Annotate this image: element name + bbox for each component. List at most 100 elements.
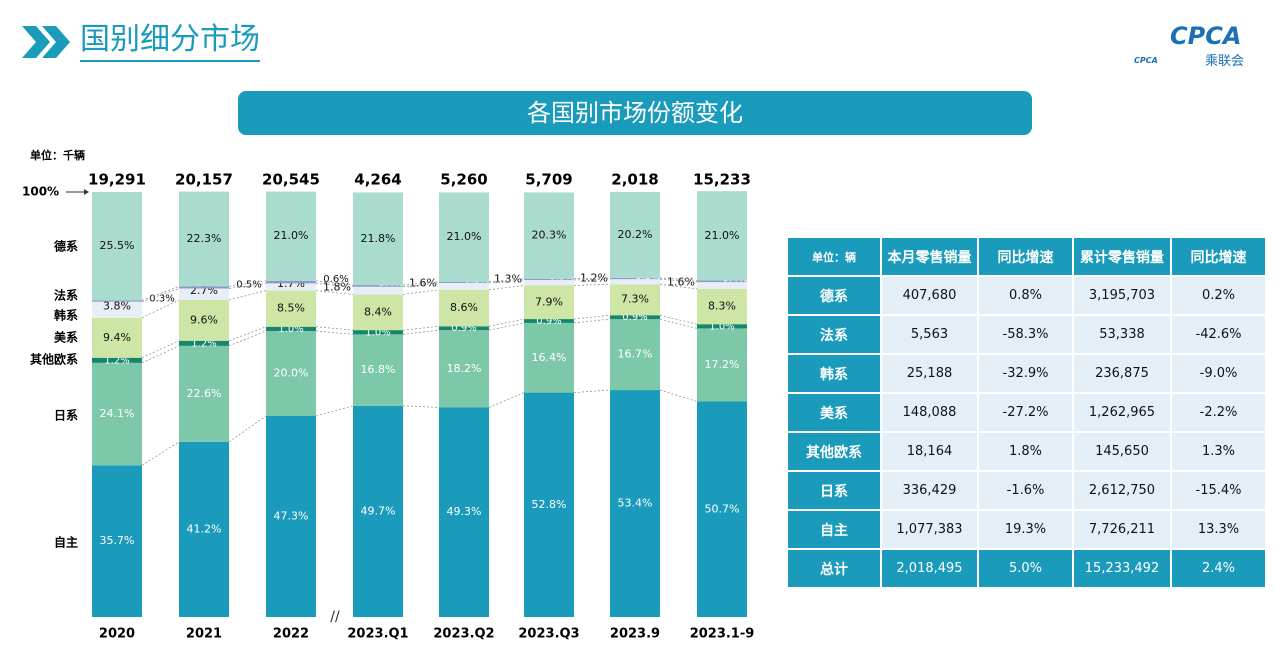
bar-segment [266,283,316,291]
chart-title: 各国别市场份额变化 [238,91,1032,135]
bar-segment [439,289,489,327]
value-label: 17.2% [705,358,740,371]
connector [141,299,180,319]
value-label: 8.5% [277,302,305,315]
connector [659,314,698,325]
value-label: 1.0% [365,327,390,338]
bar-segment [353,285,403,287]
value-label: 1.3% [494,273,522,286]
connector [228,415,267,443]
table-cell: 韩系 [788,355,880,392]
total-label: 5,709 [525,171,572,189]
value-label: 47.3% [274,509,309,522]
legend-label: 德系 [54,239,78,254]
table-row: 其他欧系 18,164 1.8% 145,650 1.3% [788,433,1265,470]
connector [402,405,440,408]
table-row: 韩系 25,188 -32.9% 236,875 -9.0% [788,355,1265,392]
bar-segment [179,441,229,617]
value-label: 8.3% [708,300,736,313]
table-cell: 总计 [788,550,880,587]
bar-segment [610,319,660,391]
x-tick-label: 2021 [186,627,222,642]
connector [488,285,525,291]
bar-segment [266,290,316,327]
legend-label: 其他欧系 [30,352,78,367]
connector [228,290,267,301]
connector [315,405,354,417]
value-label: 20.0% [274,366,309,379]
bar-segment [266,191,316,281]
connector [228,326,267,342]
value-label: 16.7% [618,348,653,361]
table-cell: 19.3% [979,511,1072,548]
x-tick-label: 2023.9 [610,627,660,642]
table-cell: 5.0% [979,550,1072,587]
bar-segment [92,300,142,302]
value-label: 0.3% [149,293,174,304]
connector [402,289,440,295]
table-cell: 407,680 [882,277,977,314]
value-label: 7.9% [535,295,563,308]
table-cell: -32.9% [979,355,1072,392]
table-cell: 0.8% [979,277,1072,314]
bar-segment [92,362,142,466]
legend-label: 日系 [54,408,78,423]
connector [659,389,698,402]
bar-segment [92,357,142,363]
x-tick-label: 2023.Q2 [433,627,494,642]
legend-label: 自主 [54,535,78,550]
table-cell: 本月零售销量 [882,238,977,275]
table-row: 美系 148,088 -27.2% 1,262,965 -2.2% [788,394,1265,431]
connector [141,288,180,302]
x-tick-label: 2023.Q1 [347,627,408,642]
bar-segment [92,192,142,301]
bar-segment [697,282,747,289]
total-label: 15,233 [693,171,751,189]
connector [573,318,611,324]
bar-segment [610,315,660,320]
bar-segment [439,192,489,282]
bar-segment [439,282,489,290]
total-label: 20,545 [262,171,320,189]
value-label: 50.7% [705,502,740,515]
bar-segment [266,415,316,617]
connector [141,441,180,466]
value-label: 25.5% [100,239,135,252]
connector [488,278,525,283]
table-cell: 累计零售销量 [1074,238,1170,275]
connector [488,279,525,284]
value-label: 9.6% [190,313,218,326]
table-cell: 2,018,495 [882,550,977,587]
value-label: 16.8% [361,363,396,376]
connector [402,329,440,335]
value-label: 0.6% [323,274,348,285]
value-label: 0.9% [451,323,476,334]
value-label: 20.3% [532,229,567,242]
table-cell: 1.8% [979,433,1072,470]
value-label: 18.2% [447,362,482,375]
connector [141,345,180,364]
bar-segment [92,317,142,358]
value-label: 3.8% [103,300,131,313]
table-cell: 自主 [788,511,880,548]
table-cell: 0.2% [1172,277,1265,314]
connector [488,392,525,408]
table-cell: -2.2% [1172,394,1265,431]
bar-segment [610,284,660,316]
total-label: 20,157 [175,171,233,189]
value-label: 22.6% [187,387,222,400]
value-label: 1.8% [323,281,351,294]
legend-label: 法系 [54,288,78,303]
table-row: 总计 2,018,495 5.0% 15,233,492 2.4% [788,550,1265,587]
value-label: 0.9% [536,316,561,327]
data-table: 单位：辆 本月零售销量 同比增速 累计零售销量 同比增速 德系 407,680 0.8% 3,1… [786,236,1267,589]
value-label: 24.1% [100,407,135,420]
bar-segment [266,330,316,416]
bar-segment [179,345,229,442]
table-cell: 13.3% [1172,511,1265,548]
bar-segment [610,277,660,280]
arrow-head [84,189,89,195]
value-label: 53.4% [618,497,653,510]
page-title: 国别细分市场 [80,20,260,62]
bar-segment [524,285,574,320]
